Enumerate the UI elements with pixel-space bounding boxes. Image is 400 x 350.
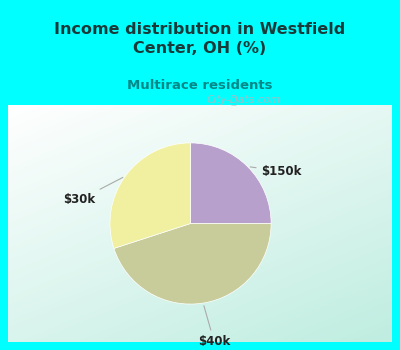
Text: ⓘ: ⓘ <box>230 95 236 105</box>
Text: $40k: $40k <box>198 306 230 349</box>
Text: $150k: $150k <box>250 165 302 178</box>
Wedge shape <box>110 143 190 248</box>
Wedge shape <box>114 224 271 304</box>
Wedge shape <box>190 143 271 224</box>
Text: Income distribution in Westfield
Center, OH (%): Income distribution in Westfield Center,… <box>54 22 346 56</box>
Text: Multirace residents: Multirace residents <box>127 79 273 92</box>
Text: $30k: $30k <box>64 177 123 206</box>
Text: City-Data.com: City-Data.com <box>206 95 280 105</box>
